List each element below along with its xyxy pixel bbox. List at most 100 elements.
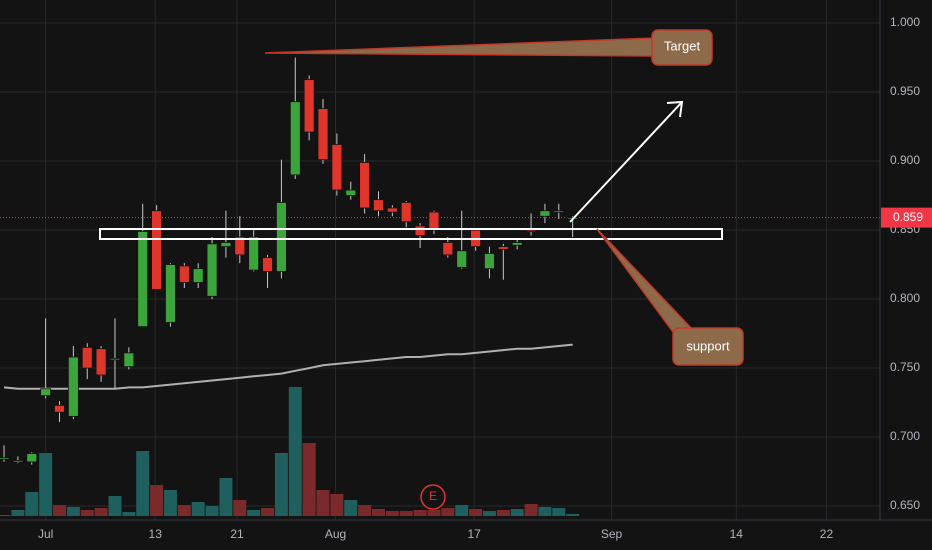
- ma-line: [3, 343, 573, 390]
- volume-bar: [25, 492, 39, 516]
- volume-bar: [399, 511, 413, 516]
- last-price-label: 0.859: [893, 210, 923, 224]
- candles: [0, 57, 579, 465]
- volume-bar: [330, 494, 344, 516]
- candle-body: [386, 207, 398, 213]
- volume-bar: [66, 507, 80, 516]
- volume-bar: [288, 387, 302, 516]
- candle-body: [12, 460, 24, 463]
- volume-bar: [496, 510, 510, 516]
- last-price-box: [881, 207, 932, 228]
- x-tick-label: 17: [468, 527, 482, 541]
- candle-body: [40, 388, 52, 397]
- volume-bar: [552, 508, 566, 516]
- candle-body: [442, 242, 454, 256]
- volume-bar: [469, 509, 483, 516]
- candle-body: [331, 144, 343, 191]
- volume-bar: [205, 506, 219, 516]
- x-tick-label: 13: [149, 527, 163, 541]
- volume-bar: [510, 509, 524, 516]
- volume-bar: [219, 478, 233, 516]
- volume-bar: [385, 511, 399, 516]
- target-box: [651, 29, 713, 66]
- earnings-marker: [420, 484, 446, 510]
- volume-bar: [11, 510, 25, 516]
- volume-bar: [94, 508, 108, 516]
- volume-bar: [413, 510, 427, 516]
- volume-bar: [371, 509, 385, 516]
- candle-body: [414, 225, 426, 236]
- x-tick-label: Aug: [325, 527, 346, 541]
- x-tick-label: 14: [730, 527, 744, 541]
- volume-bar: [344, 500, 358, 516]
- support-zone: [99, 228, 723, 240]
- volume-bar: [108, 496, 122, 516]
- candle-body: [345, 189, 357, 196]
- candle-body: [428, 211, 440, 231]
- candle-body: [248, 236, 260, 271]
- volume-bar: [52, 505, 66, 516]
- candle-body: [373, 199, 384, 212]
- candle-body: [0, 457, 10, 460]
- volume-bar: [39, 453, 53, 516]
- arrow-head: [666, 100, 684, 118]
- y-tick-label: 0.800: [890, 291, 920, 305]
- support-box: [672, 327, 744, 366]
- volume-bar: [80, 510, 94, 516]
- candle-body: [26, 453, 38, 463]
- x-tick-label: Sep: [601, 527, 623, 541]
- support-label: support: [686, 338, 730, 353]
- time-axis: [0, 520, 932, 550]
- candle-body: [539, 210, 551, 217]
- volume-bar: [441, 508, 455, 516]
- volume-bar: [191, 502, 205, 516]
- y-tick-label: 0.950: [890, 84, 920, 98]
- volume-bar: [427, 510, 441, 516]
- x-tick-label: 21: [230, 527, 244, 541]
- candle-body: [497, 246, 509, 250]
- earnings-label: E: [429, 489, 437, 503]
- y-tick-label: 1.000: [890, 15, 920, 29]
- candle-body: [303, 79, 315, 133]
- volume-bar: [274, 453, 288, 516]
- candle-body: [400, 202, 412, 223]
- candle-body: [137, 231, 149, 328]
- volume-bar: [150, 485, 164, 516]
- volume-bar: [122, 512, 136, 516]
- x-tick-label: Jul: [38, 527, 53, 541]
- candle-body: [178, 265, 190, 283]
- price-axis: [880, 0, 932, 550]
- candle-body: [220, 242, 232, 248]
- y-tick-label: 0.700: [890, 429, 920, 443]
- candle-body: [289, 101, 301, 176]
- volume-bar: [0, 515, 11, 516]
- candle-body: [123, 352, 135, 368]
- y-tick-label: 0.650: [890, 498, 920, 512]
- volume-bar: [316, 490, 330, 516]
- volume-bar: [247, 510, 261, 516]
- y-tick-label: 0.900: [890, 153, 920, 167]
- candle-body: [234, 236, 246, 256]
- candle-body: [525, 229, 537, 232]
- volume-bar: [358, 505, 372, 516]
- moving-average: [3, 343, 573, 390]
- candle-body: [553, 210, 565, 213]
- volume-bar: [163, 490, 177, 516]
- volume-bar: [233, 500, 247, 516]
- candle-body: [511, 242, 523, 246]
- volume-bar: [455, 505, 469, 516]
- candle-body: [317, 108, 329, 161]
- volume-bar: [177, 505, 191, 516]
- candle-body: [359, 162, 371, 209]
- volume: [0, 387, 580, 516]
- volume-bar: [302, 443, 316, 516]
- target-label: Target: [664, 38, 701, 53]
- candle-body: [165, 264, 176, 323]
- candle-body: [109, 357, 121, 361]
- volume-bar: [136, 451, 150, 516]
- candle-body: [456, 250, 468, 268]
- candle-body: [151, 210, 162, 290]
- candle-body: [276, 202, 287, 272]
- x-tick-label: 22: [820, 527, 834, 541]
